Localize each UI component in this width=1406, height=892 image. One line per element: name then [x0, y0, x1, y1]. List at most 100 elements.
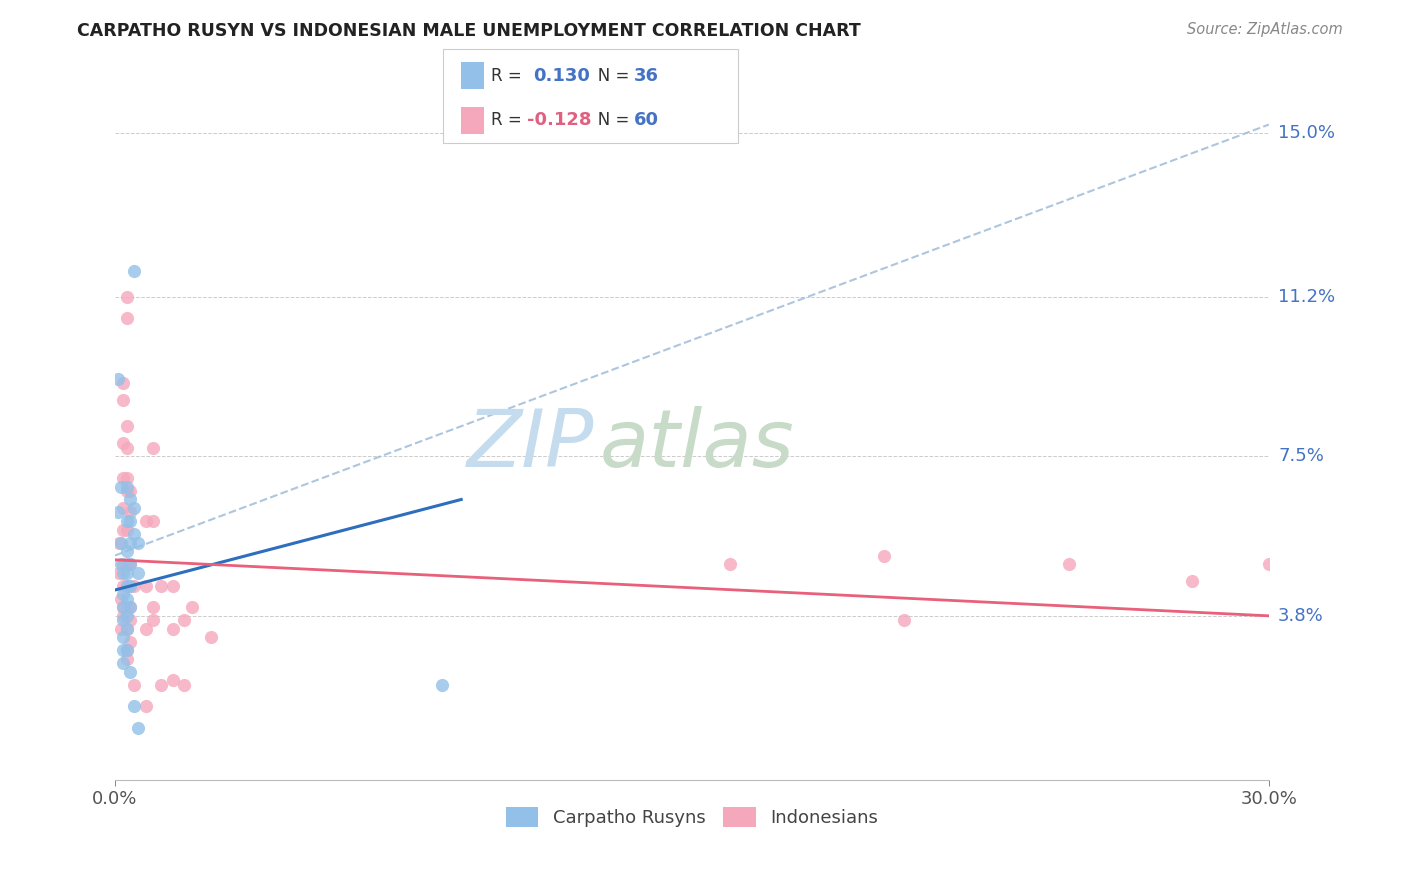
Point	[1181, 574, 1204, 589]
Point	[115, 566, 138, 580]
Point	[122, 264, 145, 278]
Point	[111, 631, 134, 645]
Point	[111, 501, 134, 516]
Point	[111, 579, 134, 593]
Text: CARPATHO RUSYN VS INDONESIAN MALE UNEMPLOYMENT CORRELATION CHART: CARPATHO RUSYN VS INDONESIAN MALE UNEMPL…	[77, 22, 860, 40]
Point	[135, 579, 157, 593]
Point	[115, 622, 138, 636]
Point	[122, 579, 145, 593]
Text: 11.2%: 11.2%	[1278, 288, 1336, 306]
Legend: Carpatho Rusyns, Indonesians: Carpatho Rusyns, Indonesians	[499, 799, 886, 835]
Point	[111, 600, 134, 615]
Point	[111, 566, 134, 580]
Point	[1057, 557, 1080, 571]
Point	[162, 622, 184, 636]
Text: 3.8%: 3.8%	[1278, 607, 1324, 624]
Point	[115, 483, 138, 498]
Text: ZIP: ZIP	[467, 407, 593, 484]
Text: 36: 36	[634, 67, 659, 85]
Point	[115, 419, 138, 434]
Point	[873, 549, 896, 563]
Text: Source: ZipAtlas.com: Source: ZipAtlas.com	[1187, 22, 1343, 37]
Point	[115, 600, 138, 615]
Text: -0.128: -0.128	[527, 112, 592, 129]
Point	[115, 557, 138, 571]
Point	[893, 613, 915, 627]
Text: R =: R =	[491, 67, 527, 85]
Point	[142, 441, 165, 455]
Text: 15.0%: 15.0%	[1278, 124, 1336, 142]
Point	[111, 436, 134, 450]
Point	[162, 579, 184, 593]
Point	[111, 523, 134, 537]
Point	[122, 699, 145, 714]
Point	[115, 311, 138, 326]
Point	[115, 608, 138, 623]
Text: 0.130: 0.130	[533, 67, 589, 85]
Point	[120, 505, 142, 519]
Point	[720, 557, 742, 571]
Point	[107, 505, 129, 519]
Point	[173, 678, 195, 692]
Point	[111, 657, 134, 671]
Point	[107, 372, 129, 386]
Point	[115, 479, 138, 493]
Point	[120, 600, 142, 615]
Point	[111, 587, 134, 601]
Point	[115, 290, 138, 304]
Point	[150, 579, 173, 593]
Text: N =: N =	[582, 112, 634, 129]
Point	[120, 492, 142, 507]
Point	[115, 622, 138, 636]
Point	[127, 566, 149, 580]
Point	[120, 634, 142, 648]
Point	[142, 600, 165, 615]
Point	[122, 527, 145, 541]
Point	[120, 483, 142, 498]
Point	[115, 643, 138, 657]
Text: 7.5%: 7.5%	[1278, 448, 1324, 466]
Point	[142, 514, 165, 528]
Point	[108, 566, 131, 580]
Point	[115, 591, 138, 606]
Point	[135, 622, 157, 636]
Point	[115, 441, 138, 455]
Point	[120, 600, 142, 615]
Point	[120, 579, 142, 593]
Text: atlas: atlas	[599, 407, 794, 484]
Point	[162, 673, 184, 688]
Point	[120, 579, 142, 593]
Point	[173, 613, 195, 627]
Text: N =: N =	[582, 67, 634, 85]
Point	[120, 535, 142, 549]
Point	[115, 579, 138, 593]
Point	[1258, 557, 1281, 571]
Point	[122, 501, 145, 516]
Point	[110, 535, 132, 549]
Point	[200, 631, 222, 645]
Point	[111, 471, 134, 485]
Point	[115, 652, 138, 666]
Point	[142, 613, 165, 627]
Point	[120, 514, 142, 528]
Point	[111, 643, 134, 657]
Point	[135, 699, 157, 714]
Point	[120, 557, 142, 571]
Point	[115, 514, 138, 528]
Point	[111, 393, 134, 408]
Text: 60: 60	[634, 112, 659, 129]
Point	[111, 557, 134, 571]
Point	[127, 721, 149, 735]
Point	[120, 665, 142, 679]
Point	[110, 622, 132, 636]
Point	[135, 514, 157, 528]
Point	[111, 376, 134, 391]
Point	[115, 544, 138, 558]
Point	[110, 557, 132, 571]
Point	[115, 471, 138, 485]
Point	[150, 678, 173, 692]
Point	[122, 678, 145, 692]
Point	[120, 557, 142, 571]
Point	[111, 600, 134, 615]
Point	[111, 608, 134, 623]
